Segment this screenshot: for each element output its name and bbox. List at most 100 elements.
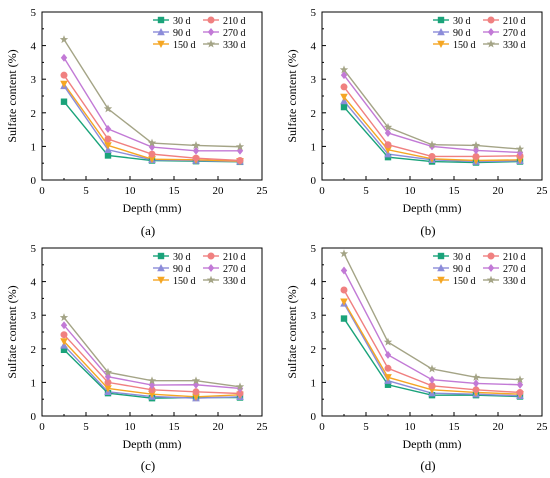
x-tick-label: 10 xyxy=(405,185,417,197)
legend-label: 330 d xyxy=(503,40,526,51)
data-point xyxy=(471,372,481,381)
x-tick-label: 15 xyxy=(169,185,181,197)
series-line xyxy=(63,57,240,152)
data-point xyxy=(384,350,392,359)
y-tick-label: 0 xyxy=(311,411,317,423)
legend-label: 330 d xyxy=(503,276,526,287)
x-tick-label: 0 xyxy=(319,185,325,197)
y-axis-label: Sulfate content (%) xyxy=(5,49,19,142)
data-point xyxy=(148,390,156,399)
x-axis-label: Depth (mm) xyxy=(403,201,462,215)
y-tick-label: 4 xyxy=(31,41,37,53)
y-tick-label: 1 xyxy=(31,141,37,153)
y-tick-label: 2 xyxy=(311,108,317,120)
data-point xyxy=(428,382,436,390)
legend-marker xyxy=(487,28,495,36)
legend-label: 30 d xyxy=(453,16,471,27)
data-point xyxy=(516,380,524,389)
x-tick-label: 15 xyxy=(169,421,181,433)
legend-label: 330 d xyxy=(223,40,246,51)
legend-marker xyxy=(437,252,445,260)
x-tick-label: 15 xyxy=(449,185,461,197)
data-point xyxy=(60,98,68,105)
x-tick-label: 10 xyxy=(405,421,417,433)
data-point xyxy=(236,157,244,165)
y-tick-label: 2 xyxy=(311,344,317,356)
legend-label: 30 d xyxy=(173,16,191,27)
data-point xyxy=(339,249,349,258)
data-point xyxy=(60,80,68,88)
legend-label: 210 d xyxy=(503,252,526,263)
data-point xyxy=(427,140,437,149)
legend-marker xyxy=(207,16,215,24)
data-point xyxy=(104,135,112,143)
legend-label: 330 d xyxy=(223,276,246,287)
data-point xyxy=(148,143,156,152)
legend-marker xyxy=(206,39,216,48)
data-point xyxy=(148,381,156,390)
legend-marker xyxy=(157,252,165,260)
y-tick-label: 0 xyxy=(31,411,37,423)
y-tick-label: 5 xyxy=(31,7,37,19)
y-tick-label: 5 xyxy=(311,243,317,255)
data-point xyxy=(340,93,348,102)
y-tick-label: 0 xyxy=(311,175,317,187)
legend-marker xyxy=(486,39,496,48)
legend-marker xyxy=(207,264,215,272)
data-point xyxy=(104,152,112,159)
x-tick-label: 5 xyxy=(83,421,89,433)
y-axis-label: Sulfate content (%) xyxy=(5,285,19,378)
x-tick-label: 15 xyxy=(449,421,461,433)
legend-label: 270 d xyxy=(223,264,246,275)
data-point xyxy=(340,103,348,111)
data-point xyxy=(472,379,480,388)
x-tick-label: 20 xyxy=(213,185,225,197)
data-point xyxy=(147,376,157,385)
data-point xyxy=(384,128,392,137)
data-point xyxy=(340,83,348,91)
data-point xyxy=(148,150,156,158)
legend-marker xyxy=(157,16,165,24)
data-point xyxy=(104,378,112,386)
legend-marker xyxy=(206,275,216,284)
series-line xyxy=(63,39,241,148)
chart-panel: 0 5 10 15 20 25 0 1 2 3 4 5 Depth (mm) Sulfate conten… xyxy=(5,243,268,473)
legend-marker xyxy=(157,28,165,36)
data-point xyxy=(516,388,524,396)
legend-marker xyxy=(207,28,215,36)
data-point xyxy=(340,286,348,294)
y-axis-label: Sulfate content (%) xyxy=(285,49,299,142)
x-tick-label: 0 xyxy=(39,421,45,433)
legend-label: 210 d xyxy=(223,252,246,263)
legend-marker xyxy=(157,264,165,272)
data-point xyxy=(192,393,200,401)
data-point xyxy=(235,382,245,391)
data-point xyxy=(235,142,245,151)
data-point xyxy=(515,144,525,153)
data-point xyxy=(472,386,480,394)
legend-label: 150 d xyxy=(453,40,476,51)
legend-marker xyxy=(437,16,445,24)
y-axis-label: Sulfate content (%) xyxy=(285,285,299,378)
data-point xyxy=(104,124,112,133)
y-tick-label: 5 xyxy=(31,243,37,255)
y-tick-label: 0 xyxy=(31,175,37,187)
legend-marker xyxy=(437,28,445,36)
legend-label: 90 d xyxy=(453,28,471,39)
data-point xyxy=(428,375,436,384)
chart-panel: 0 5 10 15 20 25 0 1 2 3 4 5 Depth (mm) Sulfate conten… xyxy=(285,7,548,238)
x-tick-label: 25 xyxy=(537,185,549,197)
data-point xyxy=(340,266,348,275)
data-point xyxy=(60,71,68,79)
data-point xyxy=(103,367,113,376)
legend-marker xyxy=(437,40,445,48)
data-point xyxy=(340,298,348,306)
x-tick-label: 25 xyxy=(257,421,269,433)
data-point xyxy=(59,35,69,44)
legend-label: 210 d xyxy=(503,16,526,27)
x-tick-label: 25 xyxy=(257,185,269,197)
data-point xyxy=(147,138,157,147)
y-tick-label: 4 xyxy=(311,277,317,289)
legend-label: 90 d xyxy=(453,264,471,275)
data-point xyxy=(103,104,113,113)
